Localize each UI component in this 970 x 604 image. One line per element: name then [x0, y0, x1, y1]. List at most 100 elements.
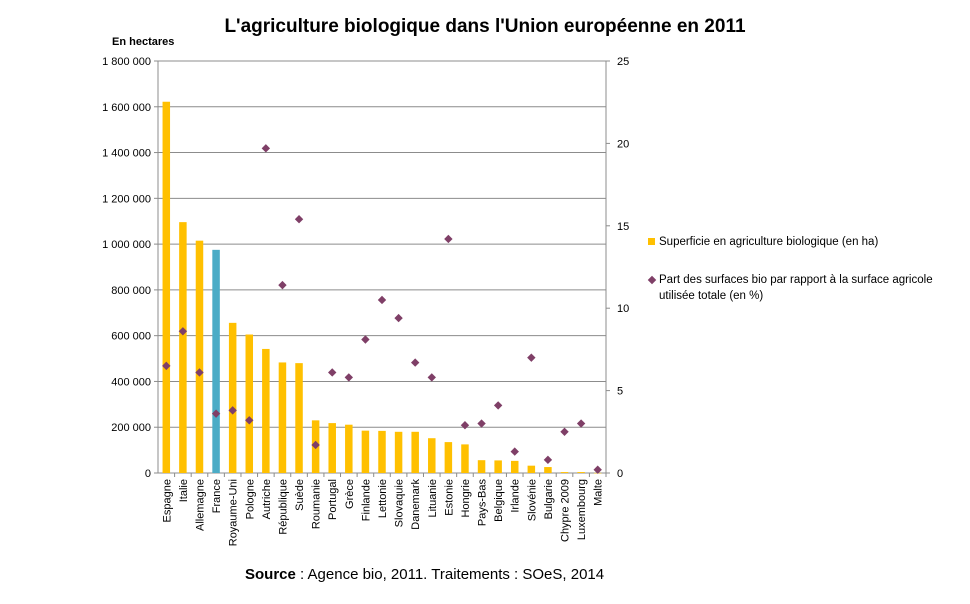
- point-slov-nie: [527, 353, 536, 362]
- y-tick-label: 1 000 000: [102, 239, 151, 251]
- y-tick-label: 800 000: [111, 285, 151, 297]
- y2-tick-label: 20: [617, 138, 629, 150]
- x-tick-label: Allemagne: [194, 479, 206, 531]
- point-espagne: [162, 361, 171, 371]
- point-autriche: [261, 144, 271, 153]
- x-tick-label: Roumanie: [311, 479, 323, 529]
- bar-allemagne: [195, 240, 204, 473]
- legend-item-share: Part des surfaces bio par rapport à la s…: [647, 272, 966, 304]
- legend-label-share: Part des surfaces bio par rapport à la s…: [659, 274, 933, 302]
- y-tick-label: 1 200 000: [102, 193, 151, 205]
- point-bulgarie: [543, 455, 553, 465]
- x-tick-label: Autriche: [261, 479, 273, 519]
- x-tick-label: Lituanie: [427, 479, 439, 518]
- x-tick-label: Pays-Bas: [477, 479, 489, 527]
- point-france: [211, 409, 221, 418]
- chart-title: L'agriculture biologique dans l'Union eu…: [224, 16, 746, 37]
- x-tick-label: Bulgarie: [543, 479, 555, 519]
- x-tick-label: Italie: [178, 479, 190, 502]
- bar-autriche: [262, 348, 270, 473]
- bar-espagne: [162, 101, 171, 474]
- bar-danemark: [411, 431, 419, 473]
- bar-slovaquie: [394, 431, 403, 473]
- source-note: Source : Agence bio, 2011. Traitements :…: [245, 566, 604, 583]
- bar-su-de: [295, 363, 303, 473]
- y-tick-label: 600 000: [111, 331, 151, 343]
- bar-hongrie: [461, 444, 469, 473]
- x-tick-label: Luxembourg: [576, 479, 588, 540]
- point-portugal: [328, 368, 337, 377]
- point-italie: [178, 327, 188, 336]
- bar-pologne: [245, 334, 254, 473]
- point-luxembourg: [576, 419, 586, 428]
- x-tick-label: Portugal: [327, 479, 339, 520]
- point-danemark: [410, 358, 420, 367]
- legend-item-surface: Superficie en agriculture biologique (en…: [648, 234, 966, 250]
- point-gr-ce: [344, 373, 354, 382]
- legend-diamond-marker: [647, 275, 657, 285]
- bar-luxembourg: [577, 472, 585, 473]
- source-label: Source: [245, 566, 296, 583]
- point-royaume-uni: [228, 406, 237, 415]
- x-tick-label: Pologne: [244, 479, 256, 519]
- x-tick-label: Finlande: [360, 479, 372, 521]
- point-roumanie: [311, 440, 320, 450]
- bar-slov-nie: [527, 465, 536, 473]
- x-tick-label: République: [277, 479, 289, 535]
- y-tick-label: 0: [145, 468, 151, 480]
- x-tick-label: Slovénie: [526, 479, 538, 521]
- bar-irlande: [510, 460, 519, 473]
- x-tick-label: Belgique: [493, 479, 505, 522]
- y2-tick-label: 0: [617, 468, 623, 480]
- bar-italie: [179, 222, 187, 473]
- bar-gr-ce: [345, 424, 353, 473]
- point-malte: [593, 465, 602, 474]
- bar-portugal: [328, 423, 336, 473]
- point-slovaquie: [394, 313, 403, 323]
- x-tick-label: Estonie: [443, 479, 455, 516]
- y-tick-label: 1 800 000: [102, 56, 151, 68]
- source-text: : Agence bio, 2011. Traitements : SOeS, …: [295, 566, 605, 583]
- point-su-de: [294, 215, 304, 224]
- point-pays-bas: [477, 419, 486, 428]
- point-lettonie: [377, 295, 387, 305]
- x-tick-label: Slovaquie: [394, 479, 406, 527]
- x-tick-label: Suède: [294, 479, 306, 511]
- point-lituanie: [427, 373, 436, 382]
- x-tick-label: Hongrie: [460, 479, 472, 518]
- bar-lettonie: [378, 430, 386, 473]
- chart-legend: Superficie en agriculture biologique (en…: [647, 234, 966, 304]
- bar-estonie: [444, 442, 453, 473]
- legend-label-surface: Superficie en agriculture biologique (en…: [659, 236, 879, 248]
- legend-bar-swatch: [648, 238, 655, 245]
- bar-bulgarie: [544, 467, 552, 473]
- bar-lituanie: [428, 438, 436, 473]
- point-estonie: [444, 234, 453, 244]
- y-tick-label: 1 600 000: [102, 102, 151, 114]
- y2-tick-label: 25: [617, 56, 629, 68]
- y-tick-label: 200 000: [111, 422, 151, 434]
- x-tick-label: Espagne: [161, 479, 173, 522]
- y2-tick-label: 10: [617, 303, 629, 315]
- x-tick-label: Royaume-Uni: [228, 479, 240, 546]
- point-hongrie: [460, 421, 470, 430]
- point-allemagne: [195, 368, 204, 377]
- bar-belgique: [494, 460, 502, 473]
- x-tick-label: Malte: [593, 479, 605, 506]
- bar-royaume-uni: [228, 322, 237, 473]
- point-finlande: [361, 335, 370, 344]
- point-belgique: [493, 401, 503, 410]
- point-irlande: [510, 447, 519, 456]
- bar-france: [212, 249, 220, 473]
- point-chypre-2009: [560, 427, 569, 436]
- x-tick-label: Irlande: [510, 479, 522, 513]
- y2-tick-label: 15: [617, 221, 629, 233]
- point-pologne: [245, 416, 254, 425]
- y-tick-label: 1 400 000: [102, 148, 151, 160]
- x-tick-label: Grèce: [344, 479, 356, 509]
- bar-finlande: [361, 430, 370, 473]
- x-tick-label: Lettonie: [377, 479, 389, 518]
- x-tick-label: France: [211, 479, 223, 513]
- y2-tick-label: 5: [617, 386, 623, 398]
